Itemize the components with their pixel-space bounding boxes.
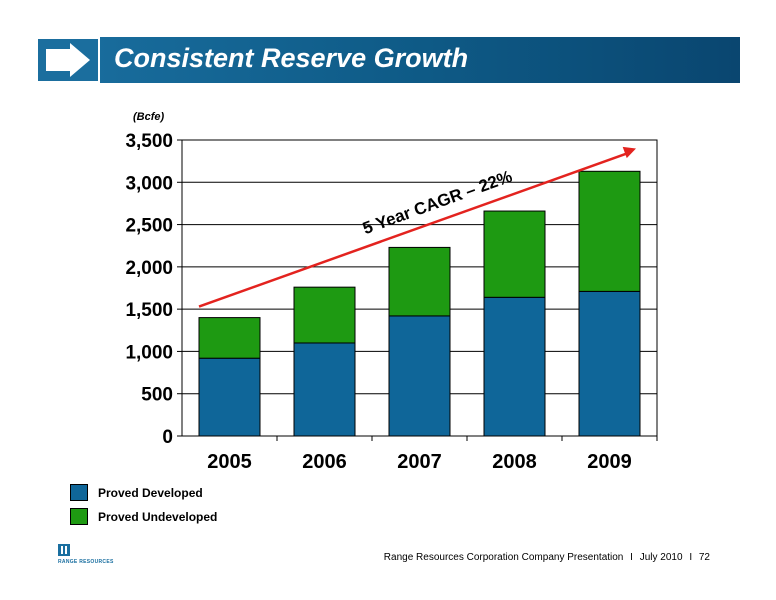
bar-proved-undeveloped — [483, 210, 546, 298]
legend-item-proved-undeveloped: Proved Undeveloped — [70, 508, 217, 525]
bar-proved-undeveloped — [578, 170, 641, 292]
y-tick-label: 500 — [141, 385, 173, 406]
bar-proved-developed — [483, 296, 546, 437]
x-tick-label: 2009 — [587, 451, 632, 473]
y-tick-label: 3,000 — [125, 173, 173, 194]
footer-separator: I — [630, 552, 633, 563]
company-logo: RANGE RESOURCES — [58, 544, 114, 568]
bar-proved-developed — [578, 290, 641, 437]
page-title: Consistent Reserve Growth — [114, 43, 469, 73]
footer-separator-2: I — [689, 552, 693, 563]
bar-proved-undeveloped — [198, 317, 261, 359]
x-tick-label: 2008 — [492, 451, 537, 473]
arrow-logo-icon — [36, 37, 100, 83]
trend-arrow-line — [198, 152, 628, 308]
y-tick-label: 2,500 — [125, 216, 173, 237]
y-tick-label: 0 — [162, 427, 173, 448]
legend-item-proved-developed: Proved Developed — [70, 484, 203, 501]
logo-text: RANGE RESOURCES — [58, 559, 114, 565]
x-tick-label: 2006 — [302, 451, 347, 473]
y-tick-label: 1,500 — [125, 300, 173, 321]
x-tick-label: 2005 — [207, 451, 252, 473]
title-bar: Consistent Reserve Growth — [36, 37, 740, 83]
footer-page: 72 — [698, 552, 710, 563]
bar-proved-undeveloped — [388, 246, 451, 317]
x-tick-label: 2007 — [397, 451, 442, 473]
bar-proved-developed — [388, 315, 451, 437]
y-tick-label: 1,000 — [125, 342, 173, 363]
bar-proved-undeveloped — [293, 286, 356, 344]
footer: Range Resources Corporation Company Pres… — [380, 552, 710, 563]
legend-label-proved-developed: Proved Developed — [98, 485, 203, 500]
footer-text: Range Resources Corporation Company Pres… — [383, 552, 624, 563]
legend-swatch-proved-developed — [70, 484, 88, 501]
legend-swatch-proved-undeveloped — [70, 508, 88, 525]
trend-arrowhead — [622, 146, 636, 159]
unit-label: (Bcfe) — [133, 111, 165, 123]
bar-proved-developed — [293, 342, 356, 437]
bar-proved-developed — [198, 357, 261, 437]
y-tick-label: 3,500 — [125, 131, 173, 152]
logo-mark-icon — [58, 544, 70, 556]
legend-label-proved-undeveloped: Proved Undeveloped — [98, 509, 218, 524]
y-tick-label: 2,000 — [125, 258, 173, 279]
footer-date: July 2010 — [639, 552, 683, 563]
